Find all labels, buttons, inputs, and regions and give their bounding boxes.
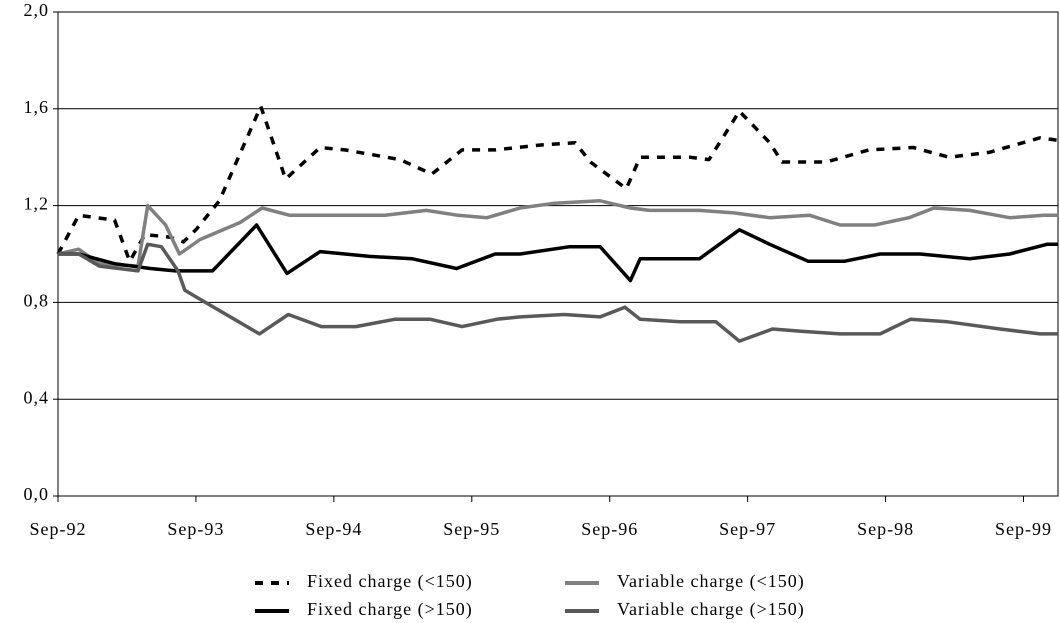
x-tick-label: Sep-97 <box>719 519 776 539</box>
legend-label: Variable charge (<150) <box>617 571 805 592</box>
x-tick-label: Sep-96 <box>581 519 638 539</box>
x-tick-label: Sep-98 <box>857 519 914 539</box>
y-tick-label: 1,6 <box>24 97 50 117</box>
x-tick-label: Sep-94 <box>305 519 362 539</box>
y-tick-label: 2,0 <box>24 0 50 20</box>
x-tick-label: Sep-93 <box>167 519 224 539</box>
x-tick-label: Sep-95 <box>443 519 500 539</box>
y-tick-label: 0,4 <box>24 387 50 407</box>
legend-label: Fixed charge (>150) <box>307 599 473 620</box>
series-line <box>57 199 1058 268</box>
y-tick-label: 1,2 <box>24 194 50 214</box>
series-line <box>56 104 1059 264</box>
legend-label: Fixed charge (<150) <box>307 571 473 592</box>
series-line <box>58 223 1058 283</box>
y-tick-label: 0,0 <box>24 484 50 504</box>
x-tick-label: Sep-92 <box>30 519 87 539</box>
series-line <box>58 242 1058 343</box>
legend-label: Variable charge (>150) <box>617 599 805 620</box>
x-tick-label: Sep-99 <box>995 519 1052 539</box>
y-tick-label: 0,8 <box>24 291 50 311</box>
